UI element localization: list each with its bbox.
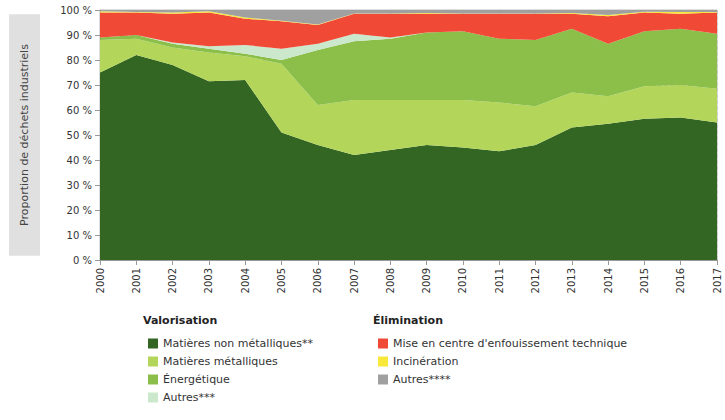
svg-text:80 %: 80 % <box>67 55 92 66</box>
svg-text:50 %: 50 % <box>67 130 92 141</box>
svg-text:0 %: 0 % <box>73 255 92 266</box>
svg-text:Élimination: Élimination <box>373 314 443 327</box>
svg-text:Énergétique: Énergétique <box>163 373 230 386</box>
svg-text:2000: 2000 <box>95 268 106 293</box>
svg-text:100 %: 100 % <box>60 5 92 16</box>
svg-text:10 %: 10 % <box>67 230 92 241</box>
svg-text:2003: 2003 <box>203 268 214 293</box>
svg-text:2016: 2016 <box>675 268 686 293</box>
svg-text:30 %: 30 % <box>67 180 92 191</box>
svg-text:2015: 2015 <box>639 268 650 293</box>
svg-text:2009: 2009 <box>421 268 432 293</box>
svg-text:90 %: 90 % <box>67 30 92 41</box>
svg-text:2017: 2017 <box>712 268 723 293</box>
svg-text:Mise en centre d'enfouissement: Mise en centre d'enfouissement technique <box>393 337 627 350</box>
svg-text:60 %: 60 % <box>67 105 92 116</box>
svg-text:Valorisation: Valorisation <box>143 314 217 327</box>
svg-text:2002: 2002 <box>167 268 178 293</box>
svg-text:70 %: 70 % <box>67 80 92 91</box>
svg-text:Matières non métalliques**: Matières non métalliques** <box>163 337 313 350</box>
svg-text:2008: 2008 <box>385 268 396 293</box>
svg-text:2005: 2005 <box>276 268 287 293</box>
svg-text:Incinération: Incinération <box>393 355 458 368</box>
svg-text:Autres****: Autres**** <box>393 373 451 386</box>
svg-text:2001: 2001 <box>131 268 142 293</box>
svg-text:2006: 2006 <box>312 268 323 293</box>
svg-text:2012: 2012 <box>530 268 541 293</box>
svg-text:Autres***: Autres*** <box>163 391 216 404</box>
svg-text:2007: 2007 <box>349 268 360 293</box>
svg-text:2004: 2004 <box>240 268 251 293</box>
svg-text:Matières métalliques: Matières métalliques <box>163 355 278 368</box>
svg-text:20 %: 20 % <box>67 205 92 216</box>
svg-text:2011: 2011 <box>494 268 505 293</box>
svg-text:2013: 2013 <box>566 268 577 293</box>
svg-text:Proportion de déchets industri: Proportion de déchets industriels <box>18 44 31 226</box>
svg-text:2014: 2014 <box>603 268 614 293</box>
svg-text:2010: 2010 <box>457 268 468 293</box>
svg-text:40 %: 40 % <box>67 155 92 166</box>
